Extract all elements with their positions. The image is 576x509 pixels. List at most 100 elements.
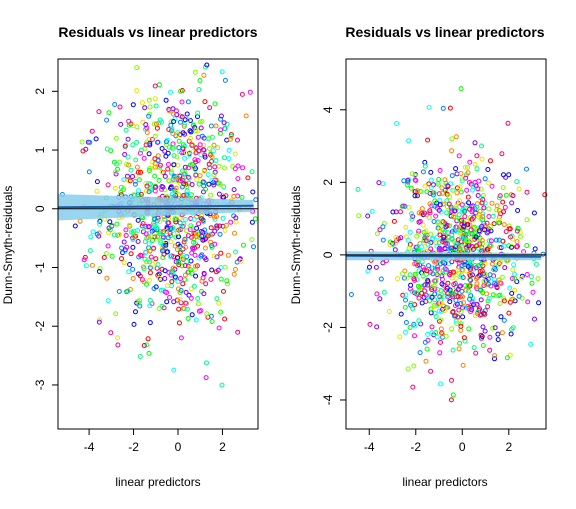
residual-point [459,288,465,294]
residual-point [97,221,103,227]
residual-point [504,355,510,361]
residual-point [201,183,207,189]
residual-point [496,195,502,201]
left-chart-title: Residuals vs linear predictors [58,24,257,40]
residual-point [436,191,442,197]
residual-point [172,243,178,249]
residual-point [477,268,483,274]
residual-point [176,262,182,268]
residual-point [489,261,495,267]
residual-point [440,190,445,196]
residual-point [395,276,400,282]
residual-point [442,266,448,272]
residual-point [492,277,497,283]
residual-point [425,331,431,337]
residual-point [454,185,460,191]
residual-point [422,183,428,189]
residual-point [414,233,420,239]
residual-point [412,323,418,329]
residual-point [437,294,443,300]
residual-point [145,234,151,240]
residual-point [132,178,138,184]
residual-point [532,246,538,252]
residual-point [438,247,444,253]
residual-point [478,297,484,303]
y-tick-label: 2 [321,179,335,186]
residual-point [171,119,177,124]
residual-point [199,216,205,222]
residual-point [141,155,147,161]
residual-point [224,278,230,284]
residual-point [140,119,146,125]
residual-point [497,301,503,306]
residual-point [485,304,491,310]
residual-point [233,219,239,225]
x-tick-label: 0 [459,440,466,454]
residual-point [171,111,176,117]
residual-point [445,183,451,189]
residual-point [153,256,159,262]
residual-point [90,229,96,235]
residual-point [235,137,240,143]
residual-point [202,154,208,160]
residual-point [457,294,463,300]
residual-point [126,269,132,275]
residual-point [509,244,514,250]
residual-point [456,270,462,276]
residual-point [139,253,145,259]
residual-point [176,306,182,312]
residual-point [162,268,168,274]
residual-point [109,253,115,259]
residual-point [183,289,189,295]
residual-point [480,197,486,202]
residual-point [147,259,153,265]
residual-point [375,231,380,237]
residual-point [204,311,210,317]
residual-point [159,146,165,151]
residual-point [458,171,464,176]
y-tick-label: -2 [33,321,47,332]
residual-point [406,245,412,251]
residual-point [441,234,447,240]
residual-point [185,191,191,197]
residual-point [499,151,505,157]
residual-point [167,254,173,259]
residual-point [493,237,499,243]
residual-point [209,154,215,160]
residual-point [122,143,128,149]
residual-point [251,244,256,250]
residual-point [218,309,224,315]
residual-point [207,232,213,238]
residual-point [112,185,118,191]
residual-point [447,287,453,293]
residual-point [174,154,180,160]
residual-point [450,309,456,315]
residual-point [426,215,432,221]
residual-point [398,311,404,317]
residual-point [175,132,181,138]
residual-point [449,148,455,154]
residual-point [146,277,152,283]
residual-point [193,145,199,151]
residual-point [531,210,537,216]
residual-point [180,168,185,174]
residual-point [163,97,169,103]
residual-point [134,88,140,94]
residual-point [506,172,512,178]
residual-point [425,137,431,143]
residual-point [166,220,172,226]
residual-point [452,303,458,308]
residual-point [214,296,220,302]
left-axis-ticks: -4 -2 0 2 -3 -2 -1 0 1 2 [33,88,226,454]
x-tick-label: -2 [128,440,139,454]
residual-point [87,139,93,145]
residual-point [239,194,245,200]
residual-point [156,120,162,126]
residual-point [487,334,493,340]
residual-point [89,128,95,134]
residual-point [155,158,161,164]
residual-point [196,87,202,93]
residual-point [459,202,465,208]
residual-point [157,238,163,244]
residual-point [188,129,194,135]
